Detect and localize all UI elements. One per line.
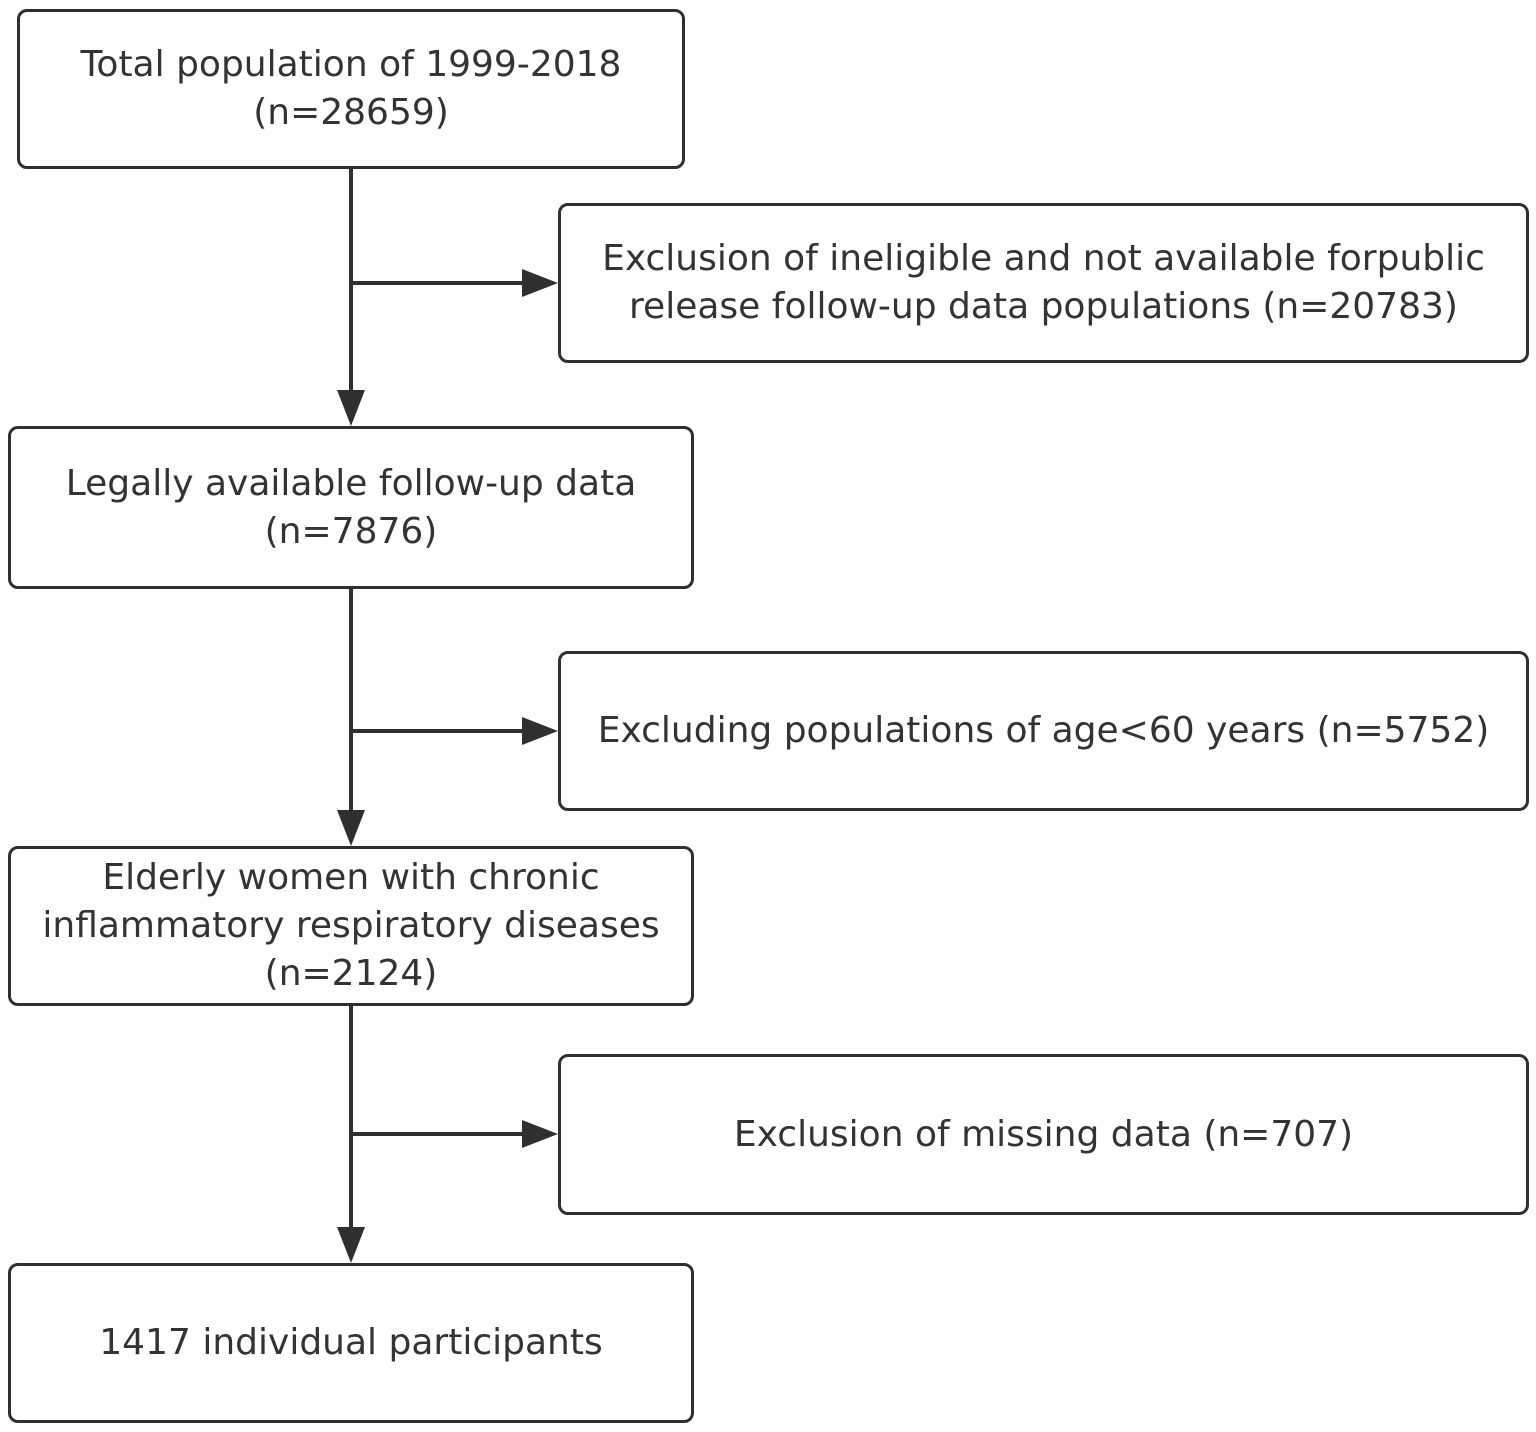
arrow-to-exclusion-missing xyxy=(351,1120,558,1148)
total-population-count: (n=28659) xyxy=(253,92,449,133)
elderly-women-box: Elderly women with chronic inflammatory … xyxy=(8,846,694,1006)
total-population-title: Total population of 1999-2018 xyxy=(80,44,622,85)
exclusion-ineligible-line2: release follow-up data populations (n=20… xyxy=(629,286,1458,327)
legally-available-title: Legally available follow-up data xyxy=(65,462,637,504)
arrow-elderly-to-final xyxy=(337,1006,365,1263)
exclusion-ineligible-box: Exclusion of ineligible and not availabl… xyxy=(558,203,1529,363)
exclusion-age-box: Excluding populations of age<60 years (n… xyxy=(558,651,1529,811)
exclusion-age-text: Excluding populations of age<60 years (n… xyxy=(597,710,1490,751)
legally-available-count: (n=7876) xyxy=(264,510,438,552)
final-participants-box: 1417 individual participants xyxy=(8,1263,694,1423)
legally-available-box: Legally available follow-up data (n=7876… xyxy=(8,426,694,589)
elderly-women-count: (n=2124) xyxy=(264,953,438,994)
elderly-women-line1: Elderly women with chronic xyxy=(102,857,600,898)
final-participants-text: 1417 individual participants xyxy=(99,1322,603,1363)
elderly-women-line2: inflammatory respiratory diseases xyxy=(42,905,660,946)
arrow-to-exclusion-ineligible xyxy=(351,269,558,297)
arrow-legal-to-elderly xyxy=(337,589,365,846)
arrow-total-to-legal xyxy=(337,169,365,426)
exclusion-missing-box: Exclusion of missing data (n=707) xyxy=(558,1054,1529,1215)
total-population-box: Total population of 1999-2018 (n=28659) xyxy=(17,9,685,169)
exclusion-ineligible-line1: Exclusion of ineligible and not availabl… xyxy=(602,238,1485,279)
exclusion-missing-text: Exclusion of missing data (n=707) xyxy=(733,1113,1354,1155)
arrow-to-exclusion-age xyxy=(351,717,558,745)
